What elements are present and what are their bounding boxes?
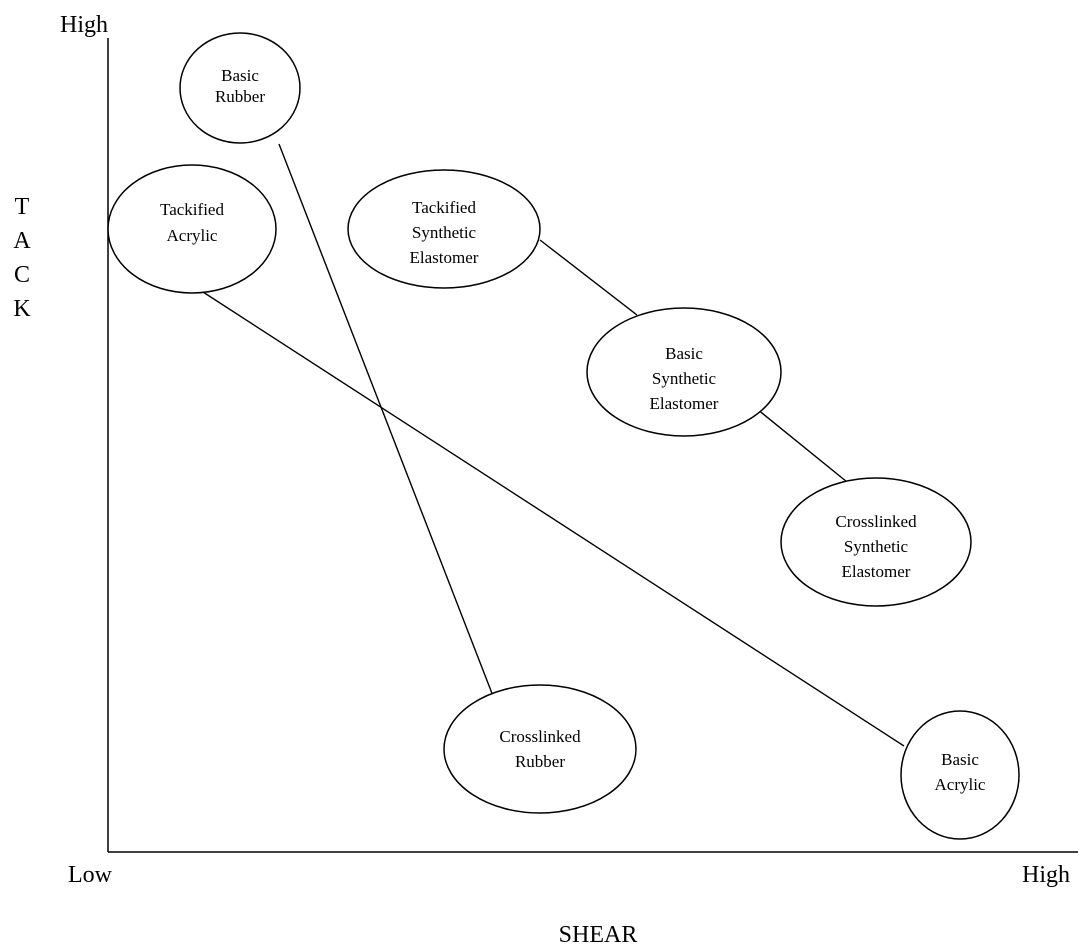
x-axis-high-label: High — [1022, 862, 1070, 888]
y-axis-title-letter: C — [14, 262, 30, 288]
node-ellipse — [179, 32, 301, 144]
y-axis-title-letter: T — [15, 194, 30, 220]
node-label-line: Basic — [221, 66, 259, 85]
node-ellipse — [107, 164, 277, 294]
y-axis-high-label: High — [60, 12, 108, 38]
node-label-line: Rubber — [215, 87, 265, 106]
node-basic-rubber: Basic Rubber — [179, 32, 301, 144]
node-ellipse — [900, 710, 1020, 840]
node-ellipse — [347, 169, 541, 289]
node-ellipse — [586, 307, 782, 437]
node-label-line: Rubber — [515, 752, 565, 771]
node-label-line: Synthetic — [844, 537, 909, 556]
node-label-line: Basic — [665, 344, 703, 363]
y-axis-title: T A C K — [13, 194, 31, 322]
node-ellipse — [443, 684, 637, 814]
x-axis-title: SHEAR — [559, 922, 638, 948]
y-axis-title-letter: A — [13, 228, 31, 254]
node-label-line: Synthetic — [412, 223, 477, 242]
connector-lines — [202, 143, 905, 747]
node-crosslinked-rubber: Crosslinked Rubber — [443, 684, 637, 814]
link-basic-rubber-to-crosslinked-rubber — [278, 143, 494, 697]
node-crosslinked-synthetic-elastomer: Crosslinked Synthetic Elastomer — [780, 477, 972, 607]
node-tackified-synthetic-elastomer: Tackified Synthetic Elastomer — [347, 169, 541, 289]
node-label-line: Elastomer — [650, 394, 719, 413]
node-tackified-acrylic: Tackified Acrylic — [107, 164, 277, 294]
node-label-line: Acrylic — [935, 775, 986, 794]
node-label-line: Basic — [941, 750, 979, 769]
node-label-line: Crosslinked — [835, 512, 917, 531]
y-axis-title-letter: K — [13, 296, 31, 322]
link-tackified-acrylic-to-basic-acrylic — [202, 291, 905, 747]
node-label-line: Elastomer — [410, 248, 479, 267]
node-basic-synthetic-elastomer: Basic Synthetic Elastomer — [586, 307, 782, 437]
x-axis-low-label: Low — [68, 862, 113, 888]
link-tackified-synthetic-elastomer-to-basic-synthetic-elastomer — [539, 239, 638, 316]
node-label-line: Synthetic — [652, 369, 717, 388]
node-basic-acrylic: Basic Acrylic — [900, 710, 1020, 840]
node-label-line: Acrylic — [167, 226, 218, 245]
link-basic-synthetic-elastomer-to-crosslinked-synthetic-elastomer — [756, 408, 853, 487]
node-label-line: Tackified — [412, 198, 476, 217]
node-label-line: Crosslinked — [499, 727, 581, 746]
node-ellipse — [780, 477, 972, 607]
node-label-line: Elastomer — [842, 562, 911, 581]
node-label-line: Tackified — [160, 200, 224, 219]
